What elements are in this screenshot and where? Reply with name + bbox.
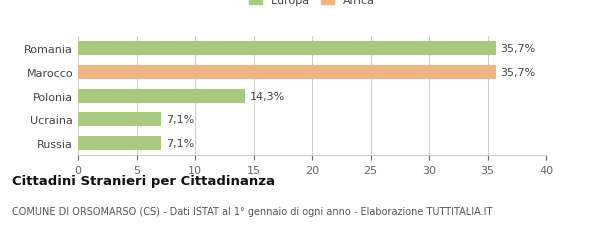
Text: Cittadini Stranieri per Cittadinanza: Cittadini Stranieri per Cittadinanza [12, 174, 275, 187]
Text: COMUNE DI ORSOMARSO (CS) - Dati ISTAT al 1° gennaio di ogni anno - Elaborazione : COMUNE DI ORSOMARSO (CS) - Dati ISTAT al… [12, 206, 493, 216]
Text: 35,7%: 35,7% [500, 68, 536, 78]
Bar [78, 113, 161, 127]
Bar [78, 42, 496, 56]
Text: 7,1%: 7,1% [166, 115, 194, 125]
Text: 14,3%: 14,3% [250, 91, 285, 101]
Legend: Europa, Africa: Europa, Africa [245, 0, 379, 9]
Bar [78, 65, 496, 80]
Text: 7,1%: 7,1% [166, 138, 194, 148]
Bar [78, 89, 245, 103]
Text: 35,7%: 35,7% [500, 44, 536, 54]
Bar [78, 136, 161, 150]
